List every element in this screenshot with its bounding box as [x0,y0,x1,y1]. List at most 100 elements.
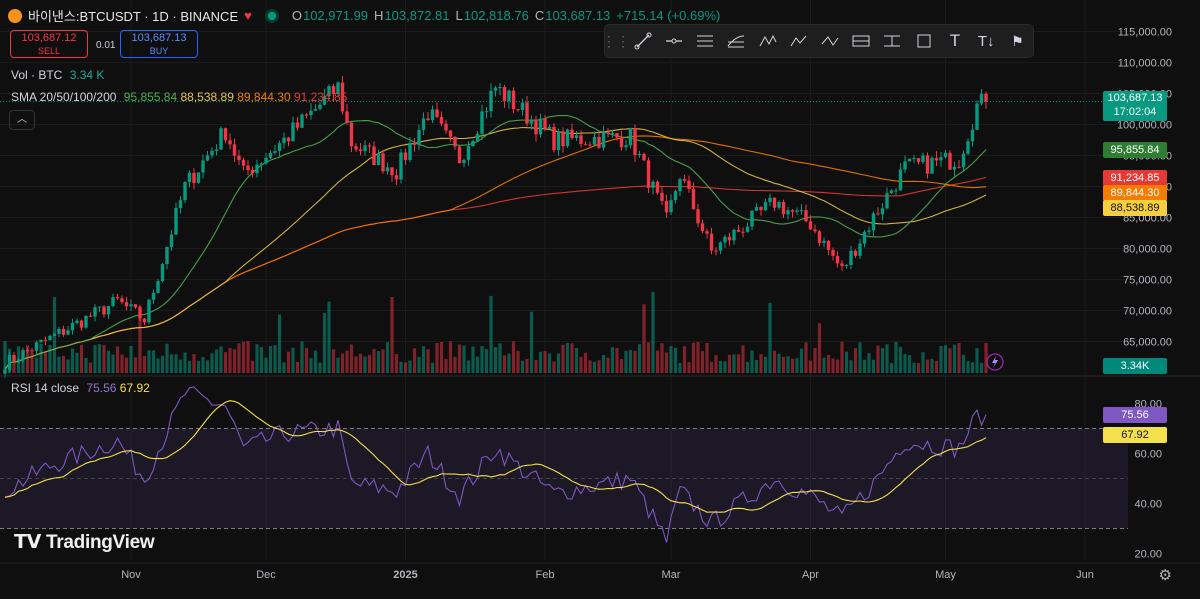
candle-body [777,201,781,208]
candle [687,175,691,193]
volume-bar [889,362,894,373]
candle [453,136,457,150]
candle-body [502,86,507,102]
candle-body [619,137,624,148]
volume-bar [516,350,520,373]
candle [390,167,394,182]
volume-bar [745,361,750,373]
buy-button[interactable]: 103,687.13 BUY [120,30,198,58]
candle [304,112,309,119]
candle [907,158,912,162]
candle [399,148,403,184]
candle [862,230,867,248]
volume-bar [502,355,507,373]
candle-body [340,82,345,112]
candle-body [628,127,633,146]
candle-body [322,96,327,105]
candle-body [849,250,853,265]
candle-body [363,145,367,151]
sma-label: SMA 20/50/100/200 [11,90,117,104]
volume-bar [867,353,871,373]
volume-bar [691,342,696,373]
candle-body [565,129,570,147]
rsi-legend[interactable]: RSI 14 close 75.56 67.92 [11,381,150,395]
candle-body [808,221,813,230]
volume-bar [457,344,462,373]
candle-body [210,150,214,156]
volume-bar [705,342,709,373]
sma100-tag: 89,844.30 [1103,185,1167,201]
text-tool-icon[interactable]: T [949,31,961,50]
candle [628,127,633,149]
candle-body [678,179,682,192]
candle-body [754,207,759,211]
flag-icon[interactable]: ⚑ [1011,32,1024,49]
candle [871,211,876,236]
volume-legend[interactable]: Vol · BTC 3.34 K [11,68,104,82]
candle [606,127,610,138]
abc-pattern-icon[interactable] [814,27,845,55]
trend-line-icon[interactable] [627,27,658,55]
drag-handle-icon[interactable]: ⋮⋮ [602,32,630,49]
parallel-channel-icon[interactable] [689,27,720,55]
candle-body [507,90,511,102]
candle-body [853,250,858,256]
horizontal-ray-icon[interactable] [658,27,689,55]
candle [975,100,979,131]
sell-button[interactable]: 103,687.12 SELL [10,30,88,58]
volume-bar [975,348,979,373]
long-position-icon[interactable] [846,27,877,55]
candle-body [187,172,192,183]
fib-retracement-icon[interactable] [721,27,752,55]
candle [786,206,790,220]
volume-bar [700,350,705,373]
candle [48,334,52,341]
volume-bar [106,350,111,373]
candle [673,189,678,204]
volume-bar [633,350,637,373]
volume-bar [61,355,66,373]
volume-bar [484,349,489,373]
xabcd-pattern-icon[interactable] [752,27,783,55]
tradingview-logo[interactable]: 𝗧𝗩 TradingView [14,531,155,554]
settings-gear-icon[interactable]: ⚙ [1158,567,1172,584]
volume-bar [318,362,322,373]
text-anchor-icon[interactable]: T↓ [977,32,995,50]
candle [282,132,286,149]
candle [588,141,592,149]
candle [313,104,318,111]
candle-body [795,210,799,212]
low-label: L [455,8,463,23]
candle [480,104,484,140]
candle-body [381,153,385,172]
candle-body [403,152,408,160]
candle [516,108,520,112]
candle [57,326,61,338]
candle [966,138,970,156]
candle-body [232,144,237,156]
candle-body [165,246,169,264]
candle [322,88,327,106]
candle-body [223,128,228,141]
symbol-title[interactable]: 바이낸스:BTCUSDT · 1D · BINANCE [28,9,239,24]
volume-bar [111,354,115,373]
elliott-wave-icon[interactable] [783,27,814,55]
favorite-icon[interactable]: ♥ [244,8,252,23]
candle-body [822,240,826,243]
collapse-legend-button[interactable]: ︿ [9,110,35,130]
candle [192,168,196,190]
high-value: 103,872.81 [384,8,450,23]
volume-bar [381,349,385,373]
sma-legend[interactable]: SMA 20/50/100/200 95,855.84 88,538.89 89… [11,90,347,104]
candle [241,157,246,171]
candle-body [615,133,619,138]
rectangle-icon[interactable] [908,27,939,55]
candle-body [394,175,399,180]
candle [106,305,111,320]
volume-bar [943,345,948,373]
candle-body [916,158,921,162]
price-range-icon[interactable] [877,27,908,55]
volume-bar [169,354,174,373]
candle-body [840,263,844,266]
candle-body [439,117,444,124]
